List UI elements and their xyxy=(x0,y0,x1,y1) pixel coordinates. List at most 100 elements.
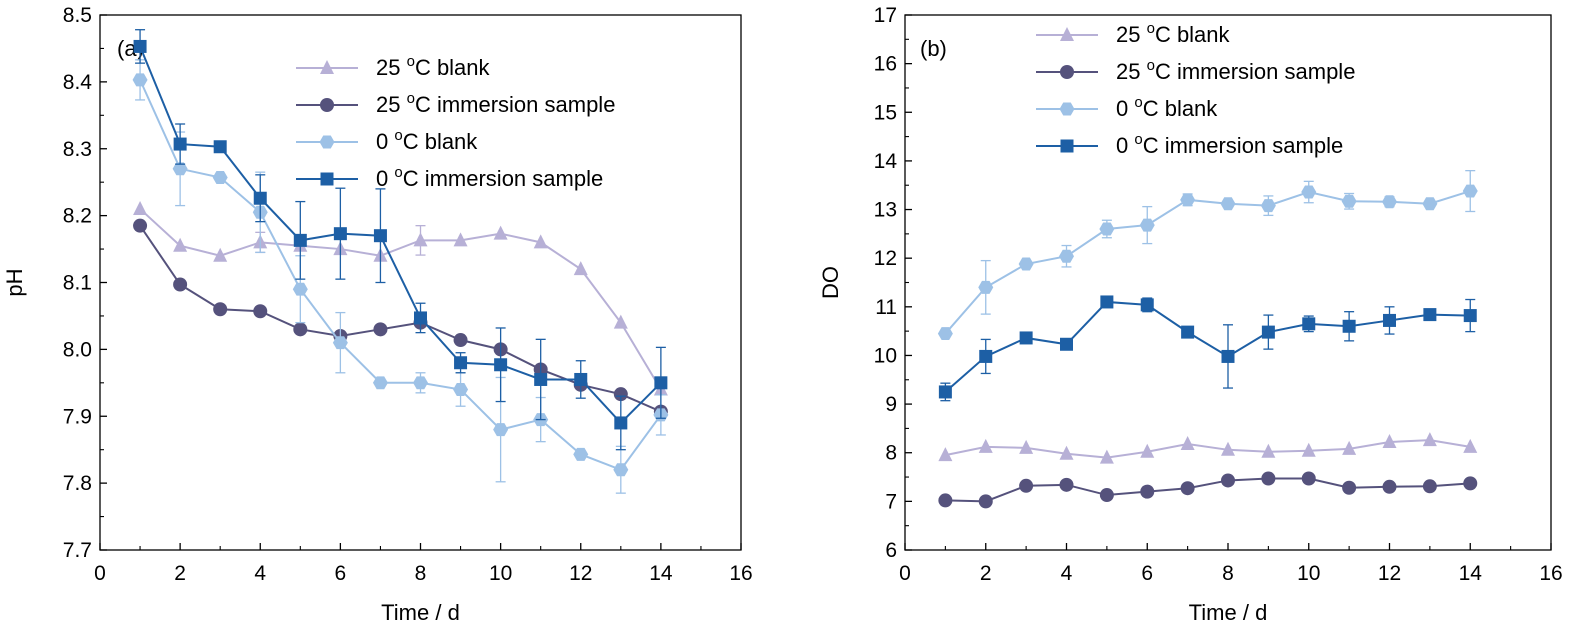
data-point xyxy=(1382,434,1397,449)
x-tick-label: 10 xyxy=(489,562,512,585)
data-point xyxy=(253,191,267,205)
data-point xyxy=(1099,449,1114,464)
y-tick-label: 8.3 xyxy=(63,138,92,161)
y-tick-label: 8 xyxy=(885,442,897,465)
data-point xyxy=(614,416,628,430)
data-point xyxy=(253,304,268,319)
data-point xyxy=(413,376,428,390)
data-point xyxy=(1462,184,1478,198)
data-point xyxy=(293,233,307,247)
y-tick-label: 8.1 xyxy=(63,272,92,295)
data-point xyxy=(1059,445,1074,460)
data-point xyxy=(173,277,188,292)
data-point xyxy=(1301,442,1316,457)
legend-marker xyxy=(320,98,334,112)
y-tick-label: 7.7 xyxy=(63,539,92,562)
legend-marker xyxy=(320,172,334,186)
data-point xyxy=(332,336,348,350)
data-point xyxy=(1342,480,1357,495)
data-point xyxy=(1261,471,1276,486)
data-point xyxy=(454,356,468,370)
data-point xyxy=(373,229,387,243)
legend-entry: 25 oC immersion sample xyxy=(376,90,615,117)
data-point xyxy=(1181,325,1195,339)
data-point xyxy=(574,372,588,386)
series-0 xyxy=(938,432,1478,464)
y-tick-label: 13 xyxy=(874,199,897,222)
data-point xyxy=(1140,298,1154,312)
y-tick-label: 16 xyxy=(874,53,897,76)
data-point xyxy=(1422,479,1437,494)
x-tick-label: 4 xyxy=(1061,562,1073,585)
data-point xyxy=(414,311,427,325)
data-point xyxy=(1342,440,1357,455)
legend-entry: 0 oC immersion sample xyxy=(1116,131,1343,158)
data-point xyxy=(1383,313,1396,327)
legend-entry: 25 oC immersion sample xyxy=(1116,57,1355,84)
data-point xyxy=(1422,432,1437,447)
x-tick-label: 2 xyxy=(174,562,186,585)
panel-label: (b) xyxy=(920,36,947,61)
series-line xyxy=(944,300,1471,393)
series-line xyxy=(139,79,662,471)
y-tick-label: 10 xyxy=(874,344,897,367)
x-tick-label: 8 xyxy=(1222,562,1234,585)
data-point xyxy=(1139,218,1155,232)
data-point xyxy=(133,200,148,215)
legend-marker xyxy=(1059,102,1075,116)
data-point xyxy=(1463,438,1478,453)
legend-marker xyxy=(1060,27,1074,41)
x-axis-title: Time / d xyxy=(1189,600,1268,625)
data-point xyxy=(1060,337,1073,351)
legend-marker xyxy=(320,60,334,74)
series-line xyxy=(945,439,1471,459)
y-tick-label: 14 xyxy=(874,150,898,173)
y-tick-label: 17 xyxy=(874,4,897,27)
data-point xyxy=(978,280,994,294)
y-tick-label: 9 xyxy=(885,393,897,416)
data-point xyxy=(534,372,548,386)
y-tick-label: 6 xyxy=(885,539,897,562)
data-point xyxy=(1180,193,1196,207)
data-point xyxy=(1018,257,1034,271)
legend: 25 oC blank 25 oC immersion sample 0 oC bl… xyxy=(296,53,615,191)
legend-entry: 25 oC blank xyxy=(1116,20,1231,47)
x-tick-label: 10 xyxy=(1297,562,1320,585)
legend-marker xyxy=(1060,65,1074,79)
x-tick-label: 12 xyxy=(569,562,592,585)
data-point xyxy=(1422,197,1438,211)
data-point xyxy=(573,261,588,276)
legend-entry: 0 oC immersion sample xyxy=(376,164,603,191)
data-point xyxy=(133,39,147,53)
data-point xyxy=(373,322,388,337)
data-point xyxy=(1341,194,1357,208)
x-tick-label: 14 xyxy=(1459,562,1483,585)
data-point xyxy=(453,333,468,348)
data-point xyxy=(1463,309,1477,323)
y-tick-label: 15 xyxy=(874,101,897,124)
x-tick-label: 8 xyxy=(415,562,427,585)
data-point xyxy=(213,302,228,317)
y-tick-label: 8.4 xyxy=(63,71,93,94)
legend-marker xyxy=(319,135,335,149)
series-line xyxy=(139,46,662,425)
data-point xyxy=(172,162,188,176)
data-point xyxy=(132,73,148,87)
x-tick-label: 16 xyxy=(729,562,752,585)
data-point xyxy=(292,282,308,296)
x-tick-label: 4 xyxy=(254,562,266,585)
y-tick-label: 7.8 xyxy=(63,472,92,495)
x-tick-label: 2 xyxy=(980,562,992,585)
data-point xyxy=(1260,199,1276,213)
data-point xyxy=(1100,295,1114,309)
data-point xyxy=(1019,478,1034,493)
x-tick-label: 0 xyxy=(899,562,911,585)
data-point xyxy=(1261,443,1276,458)
data-point xyxy=(1301,185,1317,199)
y-tick-label: 11 xyxy=(875,296,897,319)
series-3 xyxy=(938,295,1477,402)
y-axis-title: pH xyxy=(2,268,27,296)
data-point xyxy=(1099,222,1115,236)
data-point xyxy=(573,447,589,461)
